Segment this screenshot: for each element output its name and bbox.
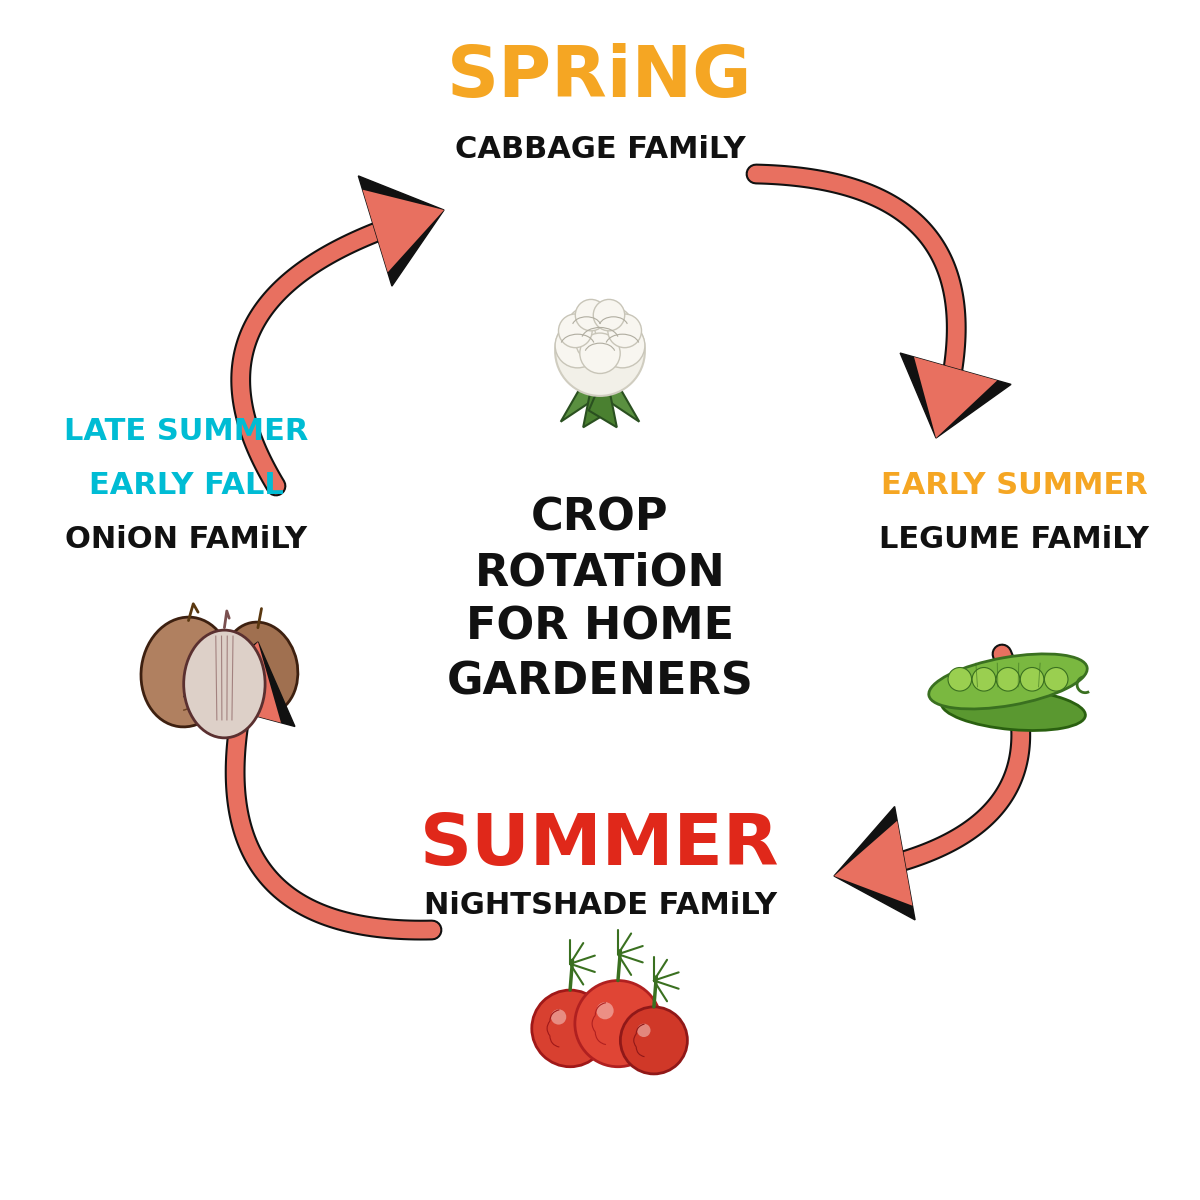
Circle shape <box>593 300 625 331</box>
Polygon shape <box>583 371 611 427</box>
Text: SPRiNG: SPRiNG <box>448 43 752 113</box>
Circle shape <box>1020 667 1044 691</box>
Circle shape <box>551 1009 566 1025</box>
Circle shape <box>594 307 632 346</box>
Circle shape <box>580 334 620 373</box>
Polygon shape <box>900 353 1012 438</box>
Circle shape <box>1044 667 1068 691</box>
Circle shape <box>556 306 644 396</box>
Circle shape <box>972 667 996 691</box>
Circle shape <box>596 1002 613 1019</box>
Ellipse shape <box>929 654 1087 709</box>
Text: ONiON FAMiLY: ONiON FAMiLY <box>65 526 307 554</box>
Circle shape <box>575 316 625 365</box>
Polygon shape <box>834 806 916 920</box>
Circle shape <box>620 1007 688 1074</box>
Polygon shape <box>362 190 444 272</box>
Text: EARLY FALL: EARLY FALL <box>89 472 283 500</box>
Text: EARLY SUMMER: EARLY SUMMER <box>881 472 1147 500</box>
Ellipse shape <box>140 617 232 727</box>
Circle shape <box>556 323 600 368</box>
Polygon shape <box>198 642 281 722</box>
Polygon shape <box>184 642 295 726</box>
Circle shape <box>575 300 607 331</box>
Circle shape <box>532 990 608 1067</box>
Polygon shape <box>834 821 912 906</box>
Ellipse shape <box>223 622 298 715</box>
Text: LATE SUMMER: LATE SUMMER <box>64 418 308 446</box>
Circle shape <box>637 1024 650 1037</box>
Circle shape <box>575 980 661 1067</box>
Ellipse shape <box>184 630 265 738</box>
Text: NiGHTSHADE FAMiLY: NiGHTSHADE FAMiLY <box>424 892 776 920</box>
Polygon shape <box>606 377 640 421</box>
Text: LEGUME FAMiLY: LEGUME FAMiLY <box>880 526 1148 554</box>
Circle shape <box>608 314 642 348</box>
Polygon shape <box>589 371 617 427</box>
Circle shape <box>948 667 972 691</box>
Circle shape <box>558 314 592 348</box>
Text: CABBAGE FAMiLY: CABBAGE FAMiLY <box>455 136 745 164</box>
Text: SUMMER: SUMMER <box>420 811 780 881</box>
Ellipse shape <box>941 688 1085 731</box>
Text: CROP
ROTATiON
FOR HOME
GARDENERS: CROP ROTATiON FOR HOME GARDENERS <box>446 496 754 704</box>
Circle shape <box>600 323 644 368</box>
Circle shape <box>996 667 1020 691</box>
Polygon shape <box>560 377 594 421</box>
Circle shape <box>568 307 606 346</box>
Polygon shape <box>914 356 997 438</box>
Polygon shape <box>359 176 444 286</box>
